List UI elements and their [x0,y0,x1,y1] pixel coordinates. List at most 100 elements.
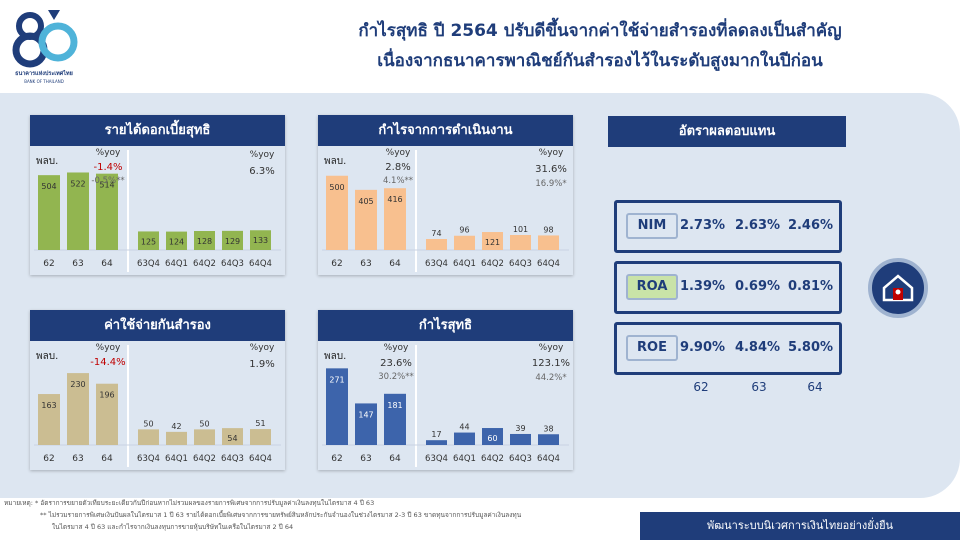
quarter-bar [538,434,559,445]
x-tick-label: 64 [389,454,401,464]
quarter-bar [250,230,271,250]
bar-value-label: 60 [487,434,497,443]
annual-yoy-label: %yoy [95,148,121,158]
x-tick-label: 62 [43,454,54,464]
annual-yoy-label: %yoy [95,343,121,353]
ratio-row-roa: ROA 1.39% 0.69% 0.81% [614,261,842,314]
annual-bar [355,403,377,445]
page-title-line2: เนื่องจากธนาคารพาณิชย์กันสำรองไว้ในระดับ… [377,51,823,71]
annual-yoy-label: %yoy [385,148,411,158]
quarter-bar [482,428,503,445]
ratio-value: 2.73% [679,218,726,233]
ratio-label: NIM [626,213,678,239]
bar-value-label: 514 [99,181,114,190]
x-tick-label: 64Q2 [193,454,216,464]
quarter-bar [426,440,447,445]
chart-area: 504 62 522 63 514 64 125 63Q4 124 64Q1 128 64Q2 129 6… [30,146,285,275]
quarter-bar [250,429,271,445]
year-label: 64 [807,380,823,394]
bot-80-emblem-icon [12,10,78,68]
quarter-yoy-value: 123.1% [531,358,571,369]
quarter-bar [454,432,475,445]
bar-value-label: 522 [70,179,85,188]
quarter-bar [194,429,215,445]
quarter-bar [138,429,159,445]
quarter-bar [510,235,531,250]
bar-value-label: 42 [171,422,181,431]
quarter-bar [510,433,531,445]
panel-operating-profit: กำไรจากการดำเนินงาน 500 62 405 63 416 64 74 63Q… [318,115,573,275]
ratio-value: 4.84% [734,340,781,355]
x-tick-label: 63 [360,259,371,269]
annual-yoy-value: -1.4% [93,162,123,173]
operating-profit-bar-chart: 500 62 405 63 416 64 74 63Q4 96 64Q1 121 64Q2 101 64Q… [322,150,569,272]
page-title-line1: กำไรสุทธิ ปี 2564 ปรับดีขึ้นจากค่าใช้จ่า… [358,21,842,41]
bar-value-label: 51 [255,419,265,428]
quarter-bar [426,239,447,250]
bar-value-label: 17 [431,430,441,439]
unit-label: พลบ. [36,351,59,362]
x-tick-label: 64 [101,259,113,269]
footer-bar: พัฒนาระบบนิเวศการเงินไทยอย่างยั่งยืน [640,512,960,540]
bar-value-label: 44 [459,423,469,432]
ratio-value: 0.69% [734,279,781,294]
x-tick-label: 63 [360,454,371,464]
bar-value-label: 96 [459,226,469,235]
x-tick-label: 64Q3 [509,454,532,464]
quarter-bar [138,231,159,250]
bar-value-label: 50 [199,419,209,428]
quarter-yoy-value: 31.6% [535,164,567,175]
quarter-yoy-sub: 44.2%* [535,373,567,383]
annual-bar [38,394,60,445]
footnotes: หมายเหตุ: * อัตราการขยายตัวเทียบระยะเดีย… [4,497,644,533]
bar-value-label: 181 [387,401,402,410]
x-tick-label: 63Q4 [425,454,448,464]
bar-value-label: 74 [431,229,441,238]
x-tick-label: 64 [101,454,113,464]
ratio-value: 9.90% [679,340,726,355]
annual-bar [326,368,348,445]
x-tick-label: 64 [389,259,401,269]
unit-label: พลบ. [324,156,347,167]
bot-logo: ธนาคารแห่งประเทศไทย BANK OF THAILAND [8,6,80,88]
bar-value-label: 125 [141,237,156,246]
footer-slogan: พัฒนาระบบนิเวศการเงินไทยอย่างยั่งยืน [706,519,894,532]
panel-title: กำไรจากการดำเนินงาน [318,115,573,146]
bar-value-label: 504 [41,182,56,191]
quarter-bar [194,230,215,250]
ratio-value: 5.80% [787,340,834,355]
annual-yoy-sub: 4.1%** [382,176,414,186]
provision-bar-chart: 163 62 230 63 196 64 50 63Q4 42 64Q1 50 64Q2 54 64Q3 5… [34,345,281,467]
x-tick-label: 64Q1 [453,259,476,269]
bar-value-label: 39 [515,424,525,433]
footnote-line: ในไตรมาส 4 ปี 63 และกำไรจากเงินลงทุนการข… [52,523,294,531]
annual-bar [355,189,377,250]
annual-yoy-sub: 30.2%** [378,372,414,382]
bar-value-label: 54 [227,434,237,443]
year-label: 62 [693,380,709,394]
x-tick-label: 63Q4 [137,259,160,269]
bar-value-label: 405 [358,197,373,206]
quarter-yoy-label: %yoy [538,148,564,158]
footnote-line: ** ไม่รวมรายการพิเศษเงินปันผลในไตรมาส 1 … [40,511,522,519]
x-tick-label: 64Q4 [249,454,272,464]
ratio-value: 0.81% [787,279,834,294]
panel-title: รายได้ดอกเบี้ยสุทธิ [30,115,285,146]
bar-value-label: 133 [253,236,268,245]
ratio-row-roe: ROE 9.90% 4.84% 5.80% [614,322,842,375]
chart-area: 163 62 230 63 196 64 50 63Q4 42 64Q1 50 64Q2 54 64Q3 5… [30,341,285,470]
x-tick-label: 64Q4 [537,454,560,464]
bar-value-label: 50 [143,419,153,428]
annual-bar [384,393,406,445]
bar-value-label: 38 [543,424,553,433]
x-tick-label: 64Q1 [165,259,188,269]
x-tick-label: 63 [72,454,83,464]
quarter-bar [538,235,559,250]
x-tick-label: 64Q2 [193,259,216,269]
bar-value-label: 416 [387,195,402,204]
x-tick-label: 64Q2 [481,454,504,464]
annual-bar [38,175,60,250]
chart-area: 500 62 405 63 416 64 74 63Q4 96 64Q1 121 64Q2 101 64Q… [318,146,573,275]
bar-value-label: 101 [513,225,528,234]
x-tick-label: 62 [43,259,54,269]
